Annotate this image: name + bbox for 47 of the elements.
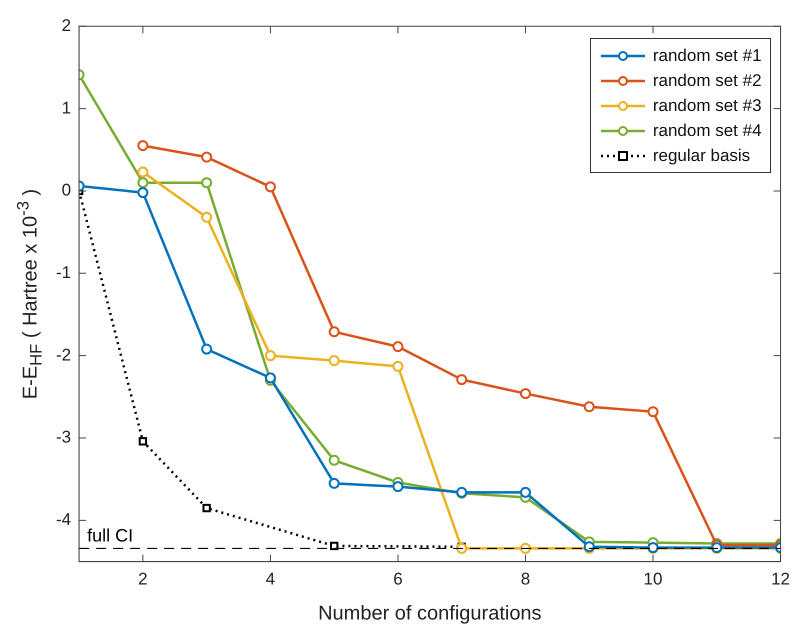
point bbox=[138, 437, 148, 446]
point bbox=[648, 406, 659, 418]
y-tick-label: -2 bbox=[56, 345, 72, 364]
y-tick-label: 0 bbox=[62, 180, 72, 200]
x-tick-label: 4 bbox=[266, 569, 276, 588]
y-tick-label: -3 bbox=[56, 428, 72, 447]
point bbox=[137, 177, 148, 188]
point bbox=[520, 486, 531, 498]
point bbox=[202, 504, 211, 512]
point bbox=[264, 372, 276, 384]
ref-line-label: full CI bbox=[87, 525, 134, 546]
point bbox=[392, 360, 404, 372]
y-tick-label: -4 bbox=[56, 510, 72, 530]
point bbox=[201, 212, 212, 223]
legend-label: random set #3 bbox=[652, 96, 762, 116]
point bbox=[264, 350, 276, 362]
point bbox=[392, 341, 404, 352]
x-tick-label: 10 bbox=[644, 569, 662, 588]
x-tick-label: 6 bbox=[393, 569, 403, 588]
point bbox=[264, 181, 276, 192]
point bbox=[330, 542, 338, 550]
point bbox=[328, 326, 340, 338]
y-tick-label: -1 bbox=[56, 262, 72, 282]
legend-label: regular basis bbox=[652, 146, 750, 166]
legend-label: random set #1 bbox=[652, 46, 762, 66]
point bbox=[456, 374, 468, 386]
x-tick-label: 8 bbox=[520, 569, 530, 588]
point bbox=[328, 355, 340, 366]
point bbox=[328, 478, 340, 489]
y-tick-label: 1 bbox=[62, 98, 72, 118]
legend-label: random set #2 bbox=[652, 70, 762, 91]
point bbox=[137, 140, 148, 152]
point bbox=[137, 166, 148, 178]
point bbox=[328, 454, 340, 466]
point bbox=[201, 344, 212, 355]
point bbox=[137, 187, 148, 198]
legend-label: random set #4 bbox=[652, 120, 762, 141]
point bbox=[584, 401, 595, 412]
y-tick-label: 2 bbox=[62, 16, 72, 35]
x-axis-title: Number of configurations bbox=[318, 602, 542, 625]
point bbox=[456, 542, 468, 554]
point bbox=[201, 152, 212, 163]
x-tick-label: 12 bbox=[771, 569, 790, 588]
point bbox=[520, 388, 531, 400]
point bbox=[201, 177, 212, 188]
point bbox=[392, 481, 404, 492]
x-tick-label: 2 bbox=[138, 569, 148, 588]
